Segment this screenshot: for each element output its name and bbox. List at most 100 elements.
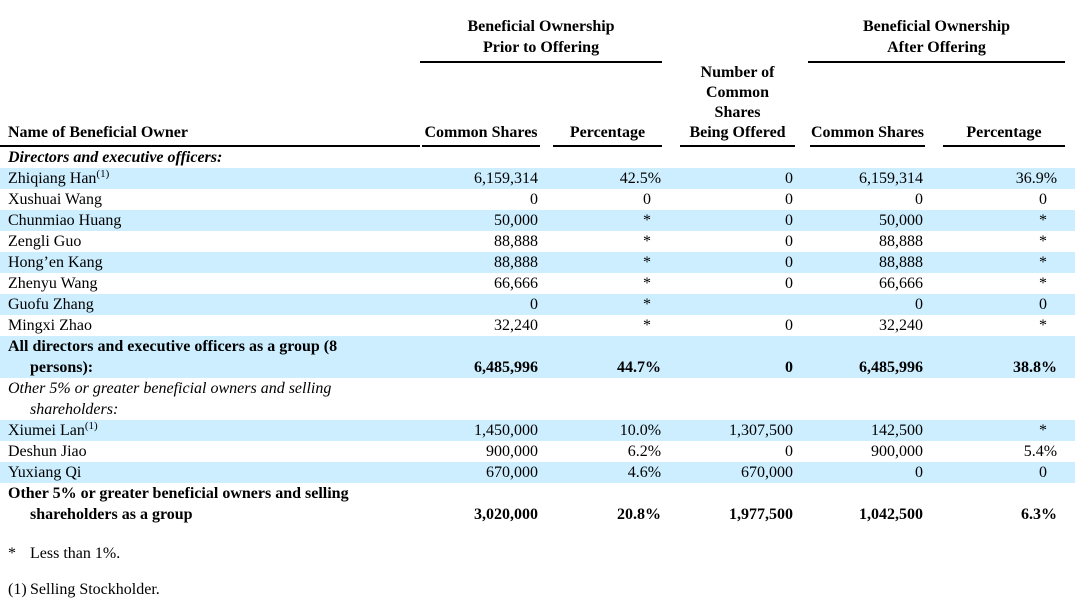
value-cell: * <box>1039 212 1048 229</box>
table-row: Guofu Zhang 0 * 0 0 <box>0 294 1075 315</box>
owner-name: Zhenyu Wang <box>8 275 98 292</box>
owner-name: Xushuai Wang <box>8 191 102 208</box>
value-cell: 6.2% <box>627 443 662 460</box>
owner-name: Yuxiang Qi <box>8 464 82 481</box>
column-header-name: Name of Beneficial Owner <box>0 63 420 147</box>
value-cell: 0 <box>785 443 794 460</box>
owner-name: Xiumei Lan(1) <box>8 420 98 440</box>
value-cell: 670,000 <box>486 464 538 481</box>
footnote-selling-stockholder: (1) Selling Stockholder. <box>0 579 1075 600</box>
header-prior-line2: Prior to Offering <box>482 39 600 56</box>
owner-name: Deshun Jiao <box>8 443 87 460</box>
value-cell: 50,000 <box>879 212 924 229</box>
value-cell: 0 <box>785 359 794 376</box>
value-cell: 5.4% <box>1023 443 1058 460</box>
header-prior-offering-label: Beneficial Ownership Prior to Offering <box>420 10 663 63</box>
header-after-line2: After Offering <box>887 39 986 56</box>
owner-name: Other 5% or greater beneficial owners an… <box>8 380 332 418</box>
value-cell: 1,042,500 <box>859 506 924 523</box>
value-cell: * <box>1039 254 1048 271</box>
value-cell: 1,307,500 <box>729 422 794 439</box>
column-header-common-shares-prior: Common Shares <box>420 63 540 147</box>
value-cell: 0 <box>785 233 794 250</box>
table-row: Zhiqiang Han(1) 6,159,314 42.5% 0 6,159,314 3… <box>0 168 1075 189</box>
table-row: Xiumei Lan(1) 1,450,000 10.0% 1,307,500 142,… <box>0 420 1075 441</box>
offered-line4: Being Offered <box>689 124 786 141</box>
empty-header-cell <box>0 10 420 63</box>
header-after-offering-label: Beneficial Ownership After Offering <box>808 10 1066 63</box>
value-cell: * <box>643 254 652 271</box>
footnotes: * Less than 1%. (1) Selling Stockholder. <box>0 543 1075 600</box>
table-row: Xushuai Wang 0 0 0 0 0 <box>0 189 1075 210</box>
table-row: All directors and executive officers as … <box>0 336 1075 378</box>
value-cell: * <box>1039 275 1048 292</box>
footnote-marker: (1) <box>8 581 27 598</box>
table-row: Deshun Jiao 900,000 6.2% 0 900,000 5.4% <box>0 441 1075 462</box>
owner-name: All directors and executive officers as … <box>8 338 338 376</box>
value-cell: 88,888 <box>494 233 538 250</box>
table-row: Chunmiao Huang 50,000 * 0 50,000 * <box>0 210 1075 231</box>
value-cell: 900,000 <box>486 443 538 460</box>
value-cell: 4.6% <box>627 464 662 481</box>
value-cell: * <box>1039 317 1048 334</box>
value-cell: * <box>643 317 652 334</box>
value-cell: 10.0% <box>619 422 662 439</box>
offered-line1: Number of <box>700 64 775 81</box>
column-header-percentage-after: Percentage <box>925 63 1075 147</box>
value-cell: 0 <box>785 191 794 208</box>
value-cell <box>420 147 540 168</box>
footnote-text: Selling Stockholder. <box>30 581 160 598</box>
table-row: Hong’en Kang 88,888 * 0 88,888 * <box>0 252 1075 273</box>
value-cell <box>540 147 662 168</box>
owner-name: Guofu Zhang <box>8 296 94 313</box>
footnote-text: Less than 1%. <box>30 545 121 562</box>
header-after-offering: Beneficial Ownership After Offering <box>795 10 1075 63</box>
value-cell: 6,159,314 <box>474 170 538 187</box>
value-cell: 670,000 <box>741 464 794 481</box>
header-prior-offering: Beneficial Ownership Prior to Offering <box>420 10 663 63</box>
header-after-line1: Beneficial Ownership <box>862 18 1011 35</box>
value-cell: 32,240 <box>494 317 538 334</box>
value-cell: 0 <box>1039 296 1048 313</box>
value-cell: * <box>1039 233 1048 250</box>
footnote-ref: (1) <box>84 420 98 432</box>
value-cell <box>420 378 540 420</box>
column-header-shares-being-offered: Number of Common Shares Being Offered <box>662 63 796 147</box>
owner-name: Directors and executive officers: <box>8 149 223 166</box>
value-cell: 3,020,000 <box>474 506 538 523</box>
offered-line2: Common <box>705 84 770 101</box>
table-row: Zengli Guo 88,888 * 0 88,888 * <box>0 231 1075 252</box>
footnote-ref: (1) <box>96 168 110 180</box>
value-cell: 88,888 <box>879 254 924 271</box>
table-row: Mingxi Zhao 32,240 * 0 32,240 * <box>0 315 1075 336</box>
value-cell: 0 <box>785 170 794 187</box>
column-header-percentage-prior: Percentage <box>540 63 663 147</box>
value-cell <box>662 378 795 420</box>
value-cell: 32,240 <box>879 317 924 334</box>
value-cell: 0 <box>785 317 794 334</box>
value-cell: 6,485,996 <box>474 359 538 376</box>
value-cell: 0 <box>785 275 794 292</box>
value-cell: 88,888 <box>494 254 538 271</box>
value-cell: 0 <box>915 191 924 208</box>
value-cell: 0 <box>915 296 924 313</box>
value-cell: 6.3% <box>1021 506 1058 523</box>
value-cell: 66,666 <box>879 275 924 292</box>
owner-name: Zengli Guo <box>8 233 82 250</box>
value-cell: * <box>643 233 652 250</box>
footnote-marker: * <box>8 545 16 562</box>
value-cell <box>662 147 795 168</box>
value-cell: 20.8% <box>617 506 662 523</box>
value-cell: 42.5% <box>619 170 662 187</box>
empty-header-cell <box>662 10 795 63</box>
value-cell: 0 <box>915 464 924 481</box>
value-cell: * <box>643 275 652 292</box>
value-cell <box>662 294 795 315</box>
value-cell: 1,977,500 <box>729 506 794 523</box>
value-cell: 0 <box>785 254 794 271</box>
value-cell <box>540 378 662 420</box>
value-cell: 6,159,314 <box>859 170 924 187</box>
value-cell: 900,000 <box>871 443 924 460</box>
owner-name: Other 5% or greater beneficial owners an… <box>8 485 349 523</box>
value-cell: 66,666 <box>494 275 538 292</box>
